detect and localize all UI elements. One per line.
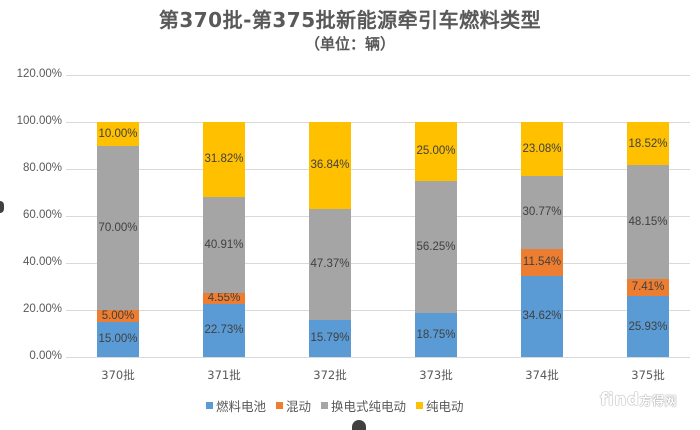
gridline <box>66 216 690 217</box>
x-axis-label: 375批 <box>631 368 665 382</box>
bar-segment: 18.75% <box>415 312 457 357</box>
legend-label: 换电式纯电动 <box>331 399 407 414</box>
y-tick-label: 120.00% <box>16 68 62 80</box>
y-tick-label: 0.00% <box>29 350 62 362</box>
bar-segment: 70.00% <box>97 145 139 310</box>
x-axis-label: 373批 <box>419 368 453 382</box>
x-axis-label: 372批 <box>313 368 347 382</box>
bar-segment: 31.82% <box>203 121 245 197</box>
legend: 燃料电池 混动 换电式纯电动 纯电动 <box>206 396 464 415</box>
bar-segment: 36.84% <box>309 122 351 209</box>
gridline <box>66 357 690 358</box>
y-tick-label: 40.00% <box>22 256 62 268</box>
bar-segment: 25.93% <box>627 296 669 357</box>
bar-segment: 40.91% <box>203 196 245 293</box>
bar-segment: 4.55% <box>203 292 245 304</box>
bar-segment: 56.25% <box>415 180 457 313</box>
watermark-logo: find方得网 <box>600 390 678 410</box>
bottom-artifact <box>352 420 366 430</box>
y-tick-label: 60.00% <box>22 209 62 221</box>
bar-segment: 10.00% <box>97 122 139 146</box>
bar-segment: 18.52% <box>627 121 669 166</box>
gridline <box>66 75 690 76</box>
bar-segment: 48.15% <box>627 165 669 279</box>
chart-title: 第370批-第375批新能源牵引车燃料类型 <box>158 8 542 32</box>
legend-swatch-icon <box>321 402 329 409</box>
bar-segment: 47.37% <box>309 208 351 320</box>
bar-segment: 25.00% <box>415 122 457 181</box>
legend-item: 混动 <box>276 396 311 415</box>
bar-segment: 11.54% <box>521 248 563 276</box>
bar-segment: 23.08% <box>521 121 563 177</box>
gridline <box>66 310 690 311</box>
edge-artifact <box>0 201 4 213</box>
y-tick-label: 20.00% <box>22 303 62 315</box>
legend-label: 纯电动 <box>426 399 464 414</box>
bar-segment: 34.62% <box>521 275 563 357</box>
x-axis-label: 370批 <box>101 368 135 382</box>
bar-segment: 5.00% <box>97 310 139 322</box>
x-axis-label: 371批 <box>207 368 241 382</box>
gridline <box>66 122 690 123</box>
legend-item: 换电式纯电动 <box>321 396 406 415</box>
legend-swatch-icon <box>276 402 284 409</box>
bar-segment: 30.77% <box>521 176 563 249</box>
legend-item: 纯电动 <box>416 396 464 415</box>
legend-item: 燃料电池 <box>206 396 266 415</box>
legend-label: 燃料电池 <box>216 399 267 414</box>
chart-subtitle: （单位：辆） <box>304 35 395 53</box>
gridline <box>66 263 690 264</box>
y-tick-label: 100.00% <box>16 115 62 127</box>
bar-segment: 15.00% <box>97 321 139 357</box>
gridline <box>66 169 690 170</box>
y-tick-label: 80.00% <box>22 162 62 174</box>
legend-label: 混动 <box>286 399 312 414</box>
legend-swatch-icon <box>416 402 424 409</box>
bar-segment: 15.79% <box>309 319 351 357</box>
bar-segment: 22.73% <box>203 303 245 357</box>
legend-swatch-icon <box>206 402 213 409</box>
bar-segment: 7.41% <box>627 278 669 297</box>
x-axis-label: 374批 <box>525 368 559 382</box>
